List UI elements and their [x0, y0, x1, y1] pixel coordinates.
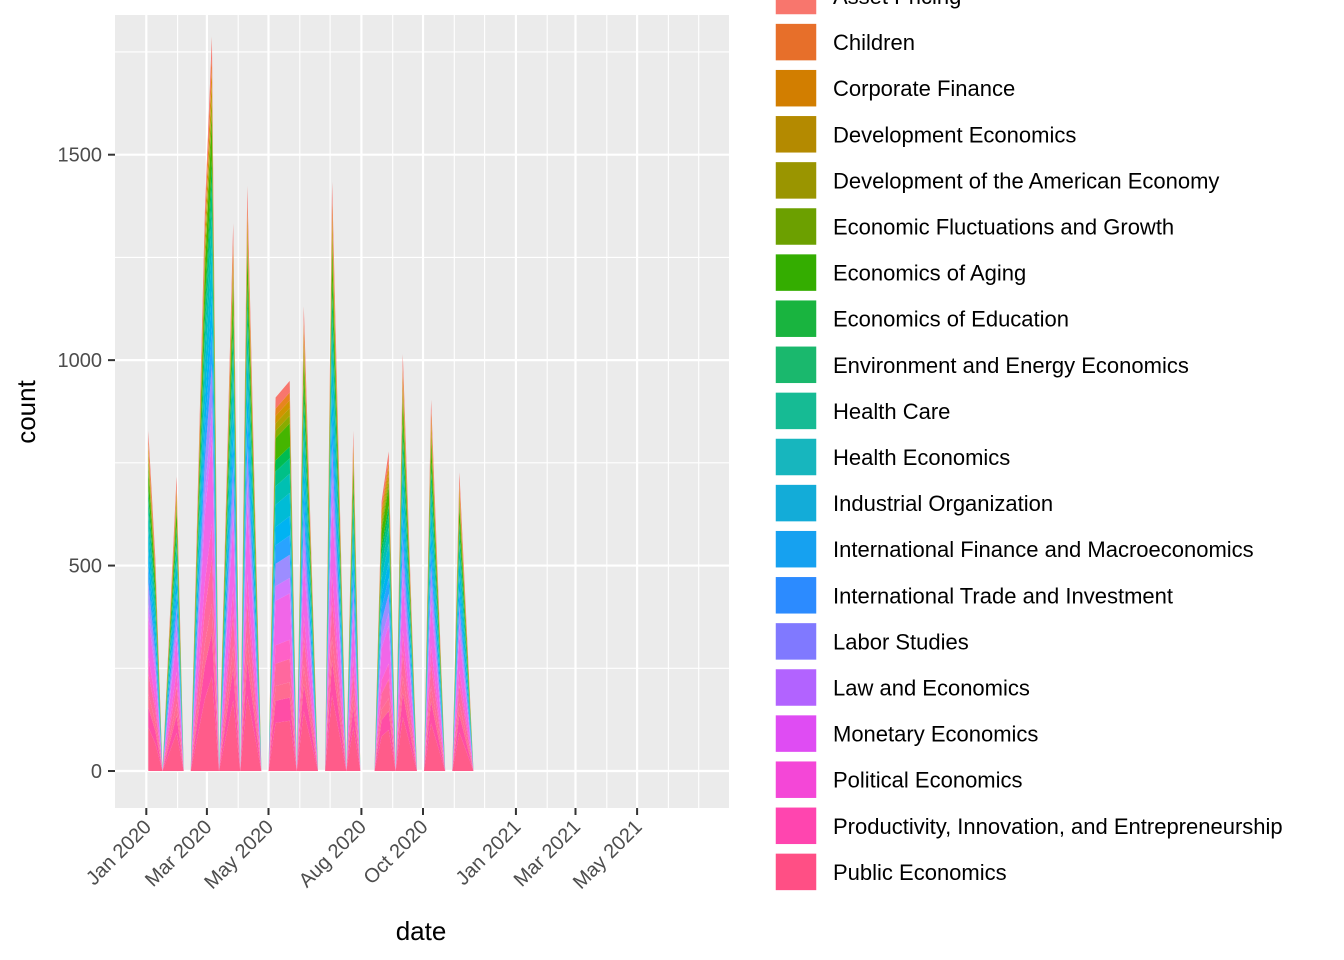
- legend-label: Economics of Education: [833, 307, 1069, 332]
- legend-label: International Finance and Macroeconomics: [833, 537, 1254, 562]
- legend-label: Economic Fluctuations and Growth: [833, 215, 1174, 240]
- legend-key: [774, 22, 818, 62]
- legend-key: [774, 68, 818, 108]
- legend: Asset Pricing Children Corporate Finance De…: [774, 0, 1283, 892]
- legend-key: [774, 437, 818, 477]
- y-tick-label: 0: [91, 761, 102, 783]
- legend-label: Health Economics: [833, 445, 1010, 470]
- area-series-19: [148, 676, 679, 771]
- legend-key: [774, 483, 818, 523]
- y-tick-label: 500: [69, 556, 102, 578]
- legend-key: [774, 160, 818, 201]
- legend-key: [774, 759, 818, 800]
- legend-key: [774, 391, 818, 431]
- legend-key: [774, 852, 818, 892]
- legend-label: Development Economics: [833, 122, 1076, 147]
- legend-key: [774, 0, 818, 16]
- legend-key: [774, 713, 818, 754]
- area-layers: [148, 36, 679, 772]
- legend-key: [774, 529, 818, 569]
- legend-key: [774, 575, 818, 616]
- legend-label: Children: [833, 30, 915, 55]
- legend-key: [774, 206, 818, 247]
- legend-label: Productivity, Innovation, and Entreprene…: [833, 814, 1283, 839]
- y-tick-label: 1500: [58, 145, 103, 167]
- legend-label: Development of the American Economy: [833, 168, 1219, 193]
- legend-label: Economics of Aging: [833, 261, 1026, 286]
- x-axis-title: date: [396, 916, 447, 946]
- legend-label: Health Care: [833, 399, 950, 424]
- legend-key: [774, 667, 818, 708]
- x-tick-label: Aug 2020: [295, 816, 371, 892]
- legend-key: [774, 252, 818, 293]
- legend-label: Labor Studies: [833, 629, 969, 654]
- legend-key: [774, 345, 818, 385]
- legend-label: Public Economics: [833, 860, 1007, 885]
- legend-label: Law and Economics: [833, 676, 1030, 701]
- legend-label: Asset Pricing: [833, 0, 961, 9]
- legend-label: Environment and Energy Economics: [833, 353, 1189, 378]
- legend-label: Corporate Finance: [833, 76, 1015, 101]
- legend-key: [774, 621, 818, 662]
- y-axis: 0 500 1000 1500: [58, 145, 115, 783]
- grid-minor: [115, 15, 729, 808]
- y-axis-title: count: [11, 379, 41, 443]
- legend-label: Political Economics: [833, 768, 1023, 793]
- legend-key: [774, 806, 818, 846]
- legend-label: Industrial Organization: [833, 491, 1053, 516]
- legend-label: Monetary Economics: [833, 722, 1038, 747]
- x-tick-label: Oct 2020: [360, 816, 433, 889]
- grid-major: [115, 15, 729, 808]
- legend-label: International Trade and Investment: [833, 583, 1173, 608]
- legend-key: [774, 298, 818, 339]
- legend-key: [774, 114, 818, 155]
- y-tick-label: 1000: [58, 350, 103, 372]
